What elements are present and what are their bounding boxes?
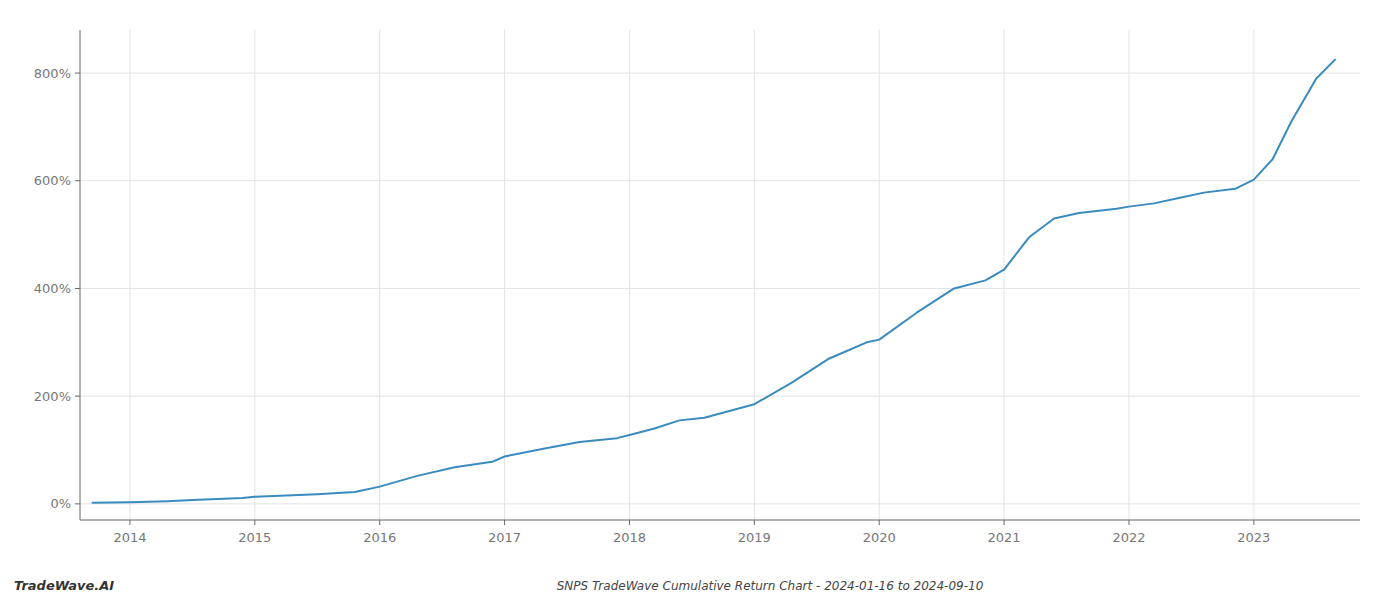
data-line bbox=[92, 60, 1335, 503]
x-tick bbox=[379, 520, 380, 525]
x-tick bbox=[504, 520, 505, 525]
x-tick bbox=[1253, 520, 1254, 525]
y-grid-line bbox=[80, 503, 1360, 504]
x-grid-line bbox=[379, 30, 380, 520]
y-grid-line bbox=[80, 73, 1360, 74]
x-tick-label: 2017 bbox=[488, 530, 521, 545]
x-tick-label: 2016 bbox=[363, 530, 396, 545]
plot-area bbox=[92, 60, 1335, 503]
y-grid-line bbox=[80, 396, 1360, 397]
y-tick bbox=[75, 73, 80, 74]
x-tick bbox=[129, 520, 130, 525]
x-tick-label: 2019 bbox=[738, 530, 771, 545]
x-tick-label: 2023 bbox=[1237, 530, 1270, 545]
background bbox=[0, 0, 1400, 600]
x-tick-label: 2022 bbox=[1112, 530, 1145, 545]
x-grid-line bbox=[504, 30, 505, 520]
y-tick bbox=[75, 503, 80, 504]
x-tick bbox=[879, 520, 880, 525]
y-tick bbox=[75, 396, 80, 397]
x-tick-label: 2020 bbox=[863, 530, 896, 545]
watermark: TradeWave.AI bbox=[14, 578, 114, 593]
x-axis-line bbox=[80, 520, 1360, 521]
x-grid-line bbox=[1128, 30, 1129, 520]
x-tick bbox=[1128, 520, 1129, 525]
y-tick-label: 0% bbox=[50, 496, 71, 511]
x-tick-label: 2015 bbox=[238, 530, 271, 545]
chart-svg: 2014 2015 2016 2017 2018 2019 2020 2021 2022 2023… bbox=[0, 0, 1400, 600]
chart-title: SNPS TradeWave Cumulative Return Chart -… bbox=[557, 579, 984, 593]
y-grid-line bbox=[80, 180, 1360, 181]
y-tick-label: 600% bbox=[34, 173, 71, 188]
x-grid-line bbox=[254, 30, 255, 520]
y-axis-line bbox=[80, 30, 81, 520]
x-tick-label: 2018 bbox=[613, 530, 646, 545]
chart-container: 2014 2015 2016 2017 2018 2019 2020 2021 2022 2023… bbox=[0, 0, 1400, 600]
x-grid-line bbox=[754, 30, 755, 520]
x-tick-label: 2021 bbox=[988, 530, 1021, 545]
axes: 2014 2015 2016 2017 2018 2019 2020 2021 2022 2023… bbox=[34, 30, 1360, 545]
grid bbox=[80, 30, 1360, 520]
y-tick-label: 400% bbox=[34, 281, 71, 296]
x-tick bbox=[629, 520, 630, 525]
x-grid-line bbox=[1004, 30, 1005, 520]
x-grid-line bbox=[129, 30, 130, 520]
x-grid-line bbox=[629, 30, 630, 520]
x-tick-label: 2014 bbox=[113, 530, 146, 545]
x-tick bbox=[254, 520, 255, 525]
y-tick bbox=[75, 288, 80, 289]
y-tick-label: 200% bbox=[34, 389, 71, 404]
y-grid-line bbox=[80, 288, 1360, 289]
x-tick bbox=[1004, 520, 1005, 525]
x-grid-line bbox=[1253, 30, 1254, 520]
y-tick-label: 800% bbox=[34, 66, 71, 81]
x-grid-line bbox=[879, 30, 880, 520]
y-tick bbox=[75, 180, 80, 181]
x-tick bbox=[754, 520, 755, 525]
